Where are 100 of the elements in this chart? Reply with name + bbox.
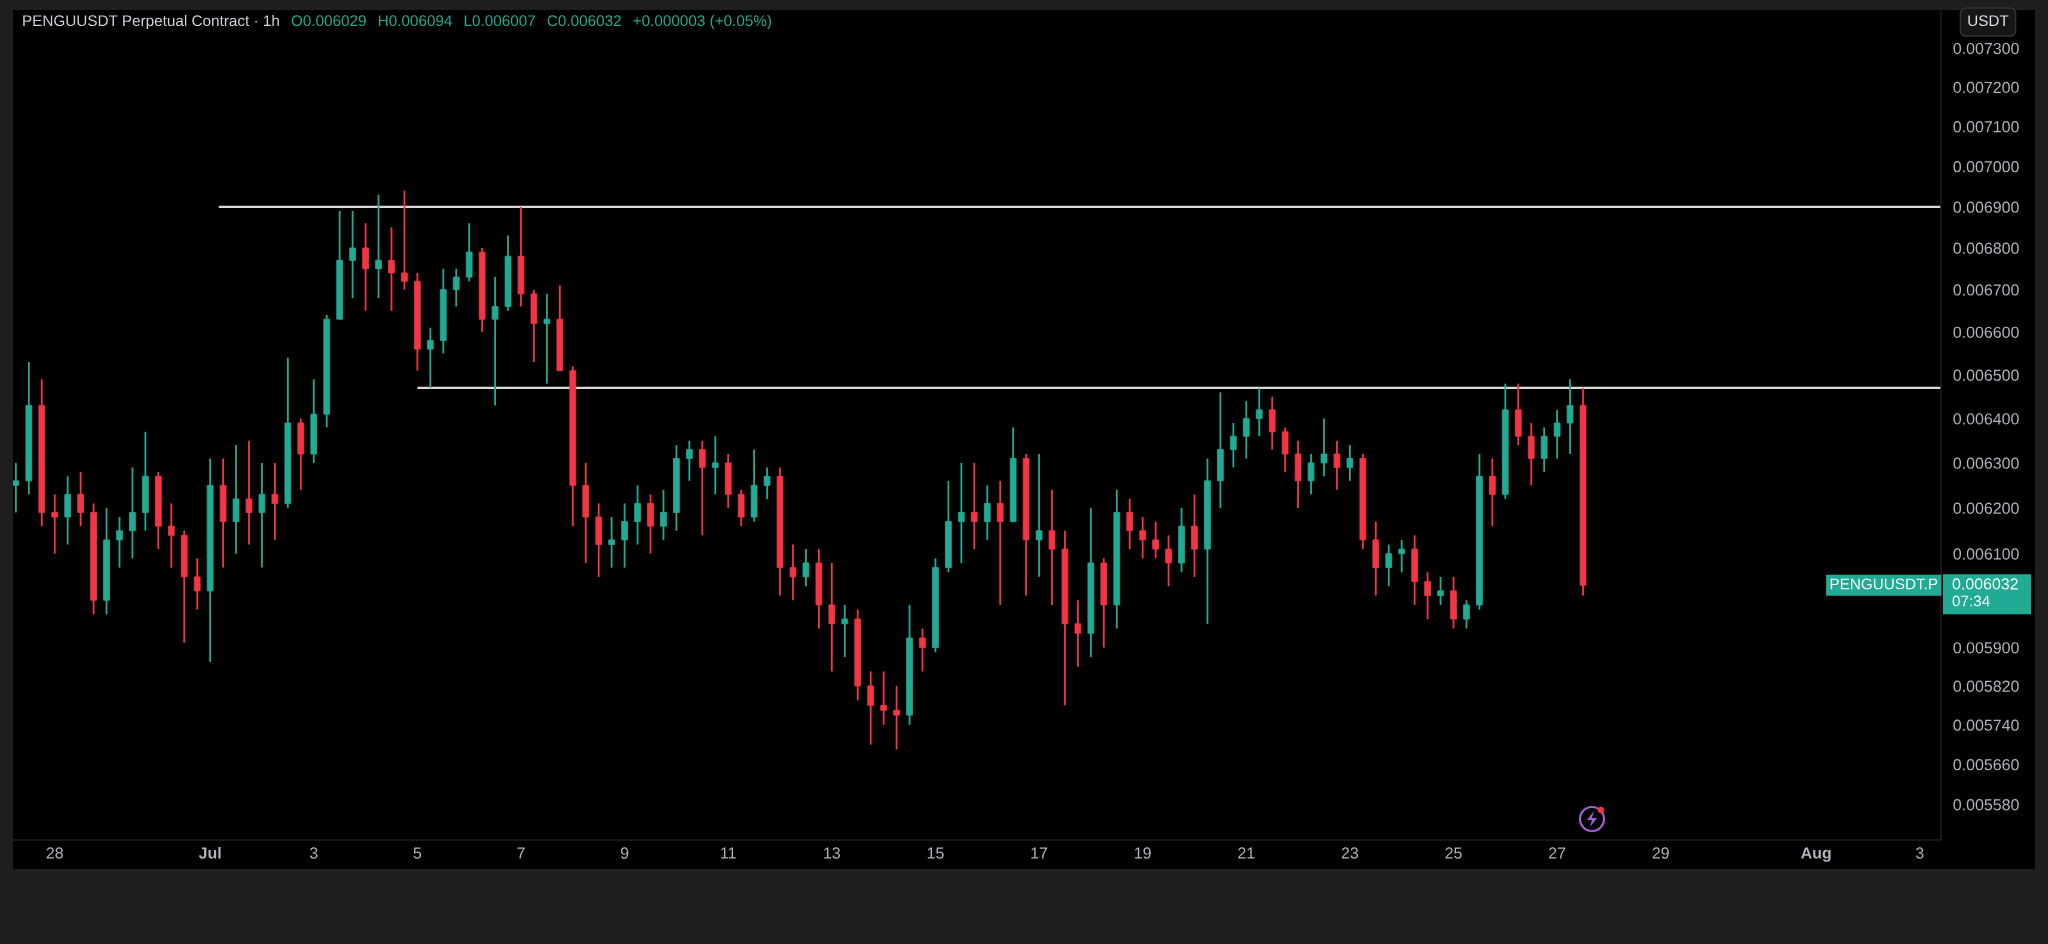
y-tick-label: 0.005740 [1953, 719, 2019, 731]
x-tick-label: Aug [1801, 847, 1831, 862]
candlestick [1463, 599, 1470, 630]
candlestick [77, 470, 84, 528]
y-tick-label: 0.007300 [1953, 42, 2019, 55]
y-tick-label: 0.006600 [1953, 326, 2019, 338]
candlestick [1398, 538, 1406, 574]
x-tick-label: 23 [1341, 847, 1359, 859]
x-tick-label: 21 [1238, 847, 1255, 859]
candlestick [13, 462, 20, 514]
x-tick-label: 7 [517, 847, 525, 859]
candlestick [427, 326, 434, 389]
candlestick [686, 439, 693, 482]
candlestick [1307, 453, 1315, 496]
text: USDT [1968, 15, 2009, 27]
candlestick [789, 543, 797, 602]
candlestick [1424, 571, 1431, 620]
candlestick [828, 562, 836, 673]
candlestick [51, 493, 59, 555]
candlestick [1126, 497, 1134, 551]
y-tick-label: 0.006100 [1953, 548, 2019, 560]
y-tick-label: 0.006200 [1953, 502, 2019, 514]
chart-title: PENGUUSDT Perpetual Contract · 1h [23, 14, 279, 30]
candlestick [711, 435, 719, 496]
candlestick [129, 466, 136, 560]
candlestick [1566, 378, 1574, 455]
annotation: O0.006029 [291, 15, 366, 27]
candlestick [258, 462, 266, 569]
candlestick [1540, 426, 1548, 473]
candlestick [608, 516, 615, 569]
y-tick-label: 0.006400 [1953, 413, 2019, 425]
x-tick-label: 27 [1549, 847, 1566, 859]
candlestick [1074, 599, 1082, 668]
candlestick [958, 462, 965, 564]
annotation: +0.000003 (+0.05%) [633, 14, 772, 30]
candlestick [1527, 422, 1535, 487]
candlestick [1242, 400, 1250, 460]
candlestick [232, 444, 240, 555]
candlestick [401, 189, 408, 291]
candlestick [1230, 422, 1237, 469]
candlestick [634, 484, 641, 546]
candlestick [763, 466, 771, 500]
x-tick-label: 19 [1135, 847, 1151, 859]
candlestick [1165, 534, 1172, 588]
annotation: L0.006007 [464, 15, 535, 27]
candlestick [970, 462, 978, 551]
x-tick-label: 3 [309, 847, 318, 859]
candlestick [737, 488, 745, 528]
text: 07:34 [1952, 595, 1990, 607]
x-tick-label: 5 [413, 847, 422, 859]
candlestick [919, 627, 926, 673]
candlestick [1385, 543, 1393, 588]
y-tick-label: 0.006300 [1953, 457, 2019, 469]
x-tick-label: 17 [1031, 847, 1048, 859]
x-tick-label: 28 [46, 847, 63, 859]
candlestick [1191, 493, 1198, 578]
candlestick [193, 557, 201, 611]
y-tick-label: 0.006800 [1953, 242, 2019, 254]
candlestick [271, 462, 279, 541]
candlestick [1333, 439, 1341, 491]
y-tick-label: 0.006700 [1953, 284, 2019, 296]
y-tick-label: 0.005660 [1953, 759, 2019, 771]
y-tick-label: 0.007000 [1953, 161, 2019, 173]
x-tick-label: 13 [824, 847, 841, 859]
candlestick [698, 439, 706, 537]
y-tick-label: 0.005900 [1953, 642, 2019, 654]
candlestick [1035, 453, 1043, 578]
candlestick [996, 479, 1004, 606]
x-tick-label: 11 [721, 847, 736, 859]
candlestick [362, 222, 369, 312]
candlestick [1139, 516, 1147, 560]
candlestick [1553, 408, 1561, 460]
candlestick [1320, 417, 1328, 478]
y-tick-label: 0.007200 [1953, 81, 2019, 94]
candlestick [1489, 457, 1496, 528]
candlestick [543, 292, 551, 385]
x-tick-label: 25 [1445, 847, 1462, 859]
candlestick [983, 484, 991, 541]
candlestick [621, 502, 628, 569]
candlestick [491, 276, 499, 407]
candlestick [64, 475, 72, 546]
y-tick-label: 0.006500 [1953, 369, 2019, 381]
y-tick-label: 0.005820 [1953, 680, 2019, 692]
candlestick [802, 548, 810, 588]
candlestick [893, 685, 900, 751]
candlestick [1281, 426, 1289, 473]
candlestick [1152, 520, 1159, 560]
candlestick [841, 604, 849, 658]
candlestick [245, 439, 253, 546]
annotation: H0.006094 [378, 15, 452, 27]
candlestick [1346, 444, 1354, 482]
candlestick [388, 226, 395, 312]
y-tick-label: 0.005580 [1953, 799, 2019, 811]
candlestick [349, 210, 356, 299]
x-tick-label: Jul [198, 846, 221, 859]
x-tick-label: 3 [1915, 847, 1924, 859]
x-tick-label: 29 [1652, 847, 1669, 859]
annotation: C0.006032 [547, 15, 621, 27]
candlestick [647, 493, 654, 555]
candlestick [1255, 387, 1263, 438]
